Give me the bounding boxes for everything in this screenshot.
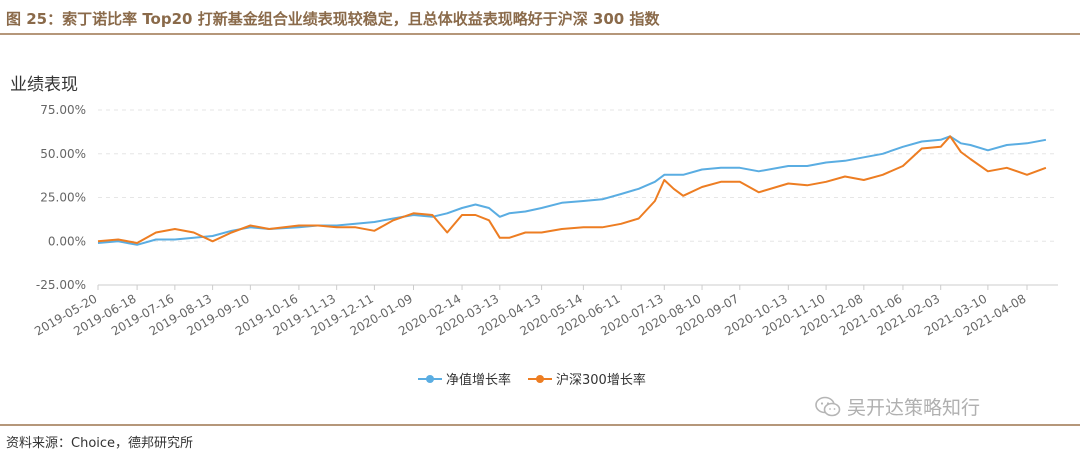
y-tick-label: 25.00% (40, 191, 86, 205)
source-note: 资料来源：Choice，德邦研究所 (6, 436, 194, 451)
y-tick-label: 75.00% (40, 103, 86, 117)
wechat-icon (815, 396, 841, 416)
y-tick-label: 50.00% (40, 147, 86, 161)
legend-marker (536, 375, 544, 383)
legend-marker (426, 375, 434, 383)
y-tick-label: 0.00% (48, 234, 86, 248)
source-divider (0, 424, 1080, 426)
series-line (97, 135, 1047, 244)
y-axis: 75.00% 50.00% 25.00% 0.00% -25.00% (36, 103, 86, 292)
title-divider (0, 33, 1080, 35)
panel-label: 业绩表现 (10, 75, 78, 95)
line-chart: 75.00% 50.00% 25.00% 0.00% -25.00% 2019-05-2… (32, 103, 1058, 388)
legend-label: 净值增长率 (446, 372, 511, 388)
watermark: 吴开达策略知行 (815, 393, 980, 420)
x-axis: 2019-05-202019-06-182019-07-162019-08-13… (32, 284, 1058, 338)
grid-lines (98, 109, 1058, 286)
series-lines (97, 135, 1047, 246)
legend: 净值增长率 沪深300增长率 (418, 372, 646, 388)
figure-title: 图 25：索丁诺比率 Top20 打新基金组合业绩表现较稳定，且总体收益表现略好… (6, 10, 660, 28)
legend-label: 沪深300增长率 (556, 372, 646, 388)
y-tick-label: -25.00% (36, 278, 86, 292)
watermark-text: 吴开达策略知行 (847, 397, 981, 419)
